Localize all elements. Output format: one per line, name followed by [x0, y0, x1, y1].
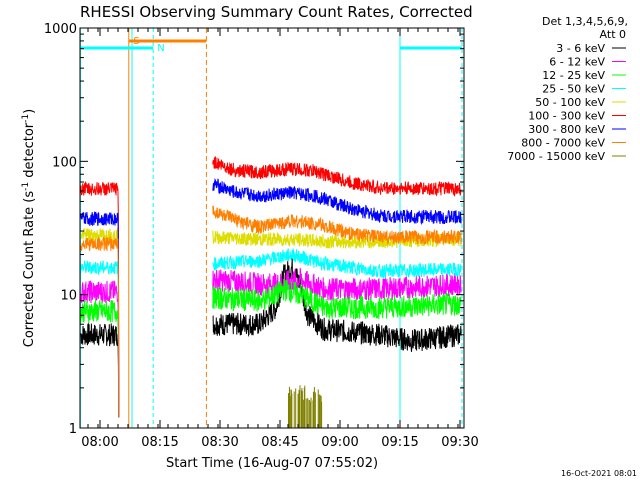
trace-segment-1 — [80, 211, 120, 418]
axes: 1 10 100 1000 08:00 08:15 08:30 08:45 09:00 09:15… — [44, 22, 479, 450]
series-800-7000-kev — [80, 205, 462, 418]
y-tick-label: 100 — [52, 155, 77, 170]
legend-entry-label: 7000 - 15000 keV — [507, 150, 605, 163]
chart-title: RHESSI Observing Summary Count Rates, Co… — [80, 3, 473, 21]
series-300-800-kev — [80, 178, 462, 418]
legend-entry-label: 300 - 800 keV — [528, 123, 605, 136]
legend-entry-label: 3 - 6 keV — [556, 42, 605, 55]
trace-segment-2 — [212, 156, 462, 197]
trace-segment-2 — [212, 205, 462, 246]
legend-entry-label: 25 - 50 keV — [542, 83, 605, 96]
y-tick-label: 10 — [60, 289, 77, 304]
x-tick-label: 08:00 — [81, 435, 118, 450]
legend-entry-label: 6 - 12 keV — [549, 56, 605, 69]
x-tick-label: 09:15 — [381, 435, 418, 450]
trace-segment-2 — [212, 257, 462, 352]
y-tick-label: 1000 — [44, 22, 77, 37]
trace-segment-2 — [212, 178, 462, 226]
y-tick-label: 1 — [69, 422, 77, 437]
series-3-6-kev — [80, 257, 462, 418]
night-label: N — [157, 43, 164, 54]
legend-entry-label: 12 - 25 keV — [542, 69, 605, 82]
x-tick-label: 08:15 — [141, 435, 178, 450]
trace-segment-2 — [212, 278, 462, 320]
legend-entry-label: 100 - 300 keV — [528, 110, 605, 123]
trace-segment-1 — [80, 299, 120, 418]
legend-entry-label: 800 - 7000 keV — [521, 137, 605, 150]
x-tick-label: 08:30 — [201, 435, 238, 450]
x-axis-label: Start Time (16-Aug-07 07:55:02) — [166, 456, 378, 471]
legend-header-detectors: Det 1,3,4,5,6,9, — [542, 15, 628, 28]
saa-label: S — [133, 36, 139, 47]
footer-timestamp: 16-Oct-2021 08:01 — [561, 469, 637, 478]
trace-segment-1 — [80, 180, 120, 418]
y-axis-label: Corrected Count Rate (s-1 detector-1) — [21, 109, 37, 347]
x-tick-label: 09:30 — [441, 435, 478, 450]
legend-header-attenuator: Att 0 — [600, 28, 626, 41]
trace-segment-1 — [80, 322, 120, 418]
series-50-100-kev — [80, 227, 462, 418]
x-tick-label: 08:45 — [261, 435, 298, 450]
trace-segment-2 — [212, 248, 462, 280]
x-tick-label: 09:00 — [321, 435, 358, 450]
trace-segment-1 — [80, 236, 120, 418]
trace-segment-1 — [80, 260, 120, 418]
series-12-25-kev — [80, 278, 462, 418]
series-7000-15000-kev — [287, 385, 323, 428]
legend-entry-label: 50 - 100 keV — [535, 96, 605, 109]
series-25-50-kev — [80, 248, 462, 418]
trace-segment-1 — [80, 227, 120, 418]
trace-segment-2 — [212, 268, 462, 302]
plot-area: SN — [79, 28, 463, 428]
series-100-300-kev — [80, 156, 462, 418]
plot-frame — [79, 27, 465, 429]
